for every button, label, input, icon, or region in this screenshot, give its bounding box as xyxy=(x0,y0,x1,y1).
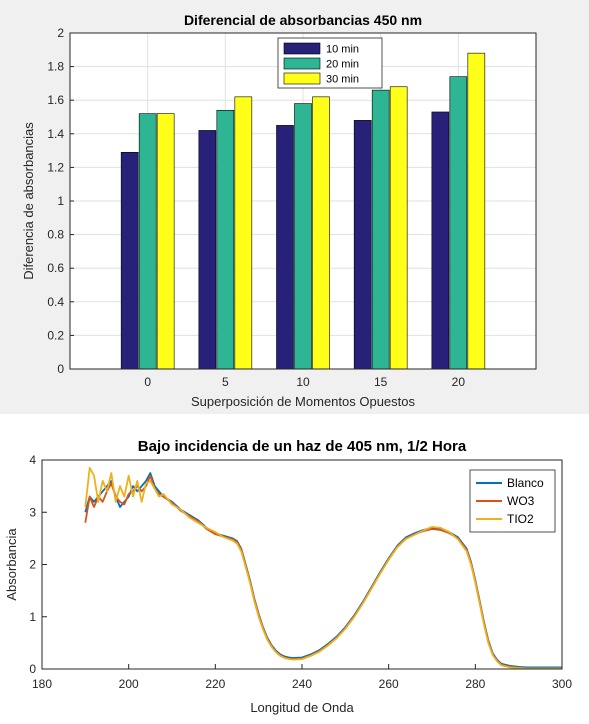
legend-swatch xyxy=(283,57,321,70)
y-tick-label: 1 xyxy=(29,610,36,624)
y-tick-label: 4 xyxy=(29,453,36,467)
x-tick-label: 280 xyxy=(465,677,485,691)
y-tick-label: 0.2 xyxy=(47,328,64,342)
x-axis-label: Superposición de Momentos Opuestos xyxy=(191,394,416,409)
bar xyxy=(431,111,450,370)
y-tick-label: 0.6 xyxy=(47,261,64,275)
legend-entry: TIO2 xyxy=(507,512,534,526)
bar xyxy=(371,89,390,370)
line-chart: 0 1 2 3 4 180 200 220 240 260 280 300 Bajo incidenci… xyxy=(4,438,572,715)
y-tick-label: 0.8 xyxy=(47,228,64,242)
series-line-tio2 xyxy=(84,466,562,670)
x-tick-label: 5 xyxy=(222,375,229,389)
legend: Blanco WO3 TIO2 xyxy=(469,469,556,533)
plot-border xyxy=(41,459,563,670)
bar xyxy=(449,76,468,370)
y-tick-label: 1.2 xyxy=(47,160,64,174)
y-tick-label: 1.6 xyxy=(47,93,64,107)
y-tick-label: 2 xyxy=(57,26,64,40)
legend: 10 min 20 min 30 min xyxy=(277,37,383,89)
bar xyxy=(138,113,157,370)
bar xyxy=(467,52,486,370)
x-tick-label: 10 xyxy=(296,375,310,389)
chart-title: Diferencial de absorbancias 450 nm xyxy=(184,12,422,28)
x-tick-label: 220 xyxy=(205,677,225,691)
legend-entry: 20 min xyxy=(326,59,359,71)
legend-swatch xyxy=(283,72,321,85)
x-tick-label: 20 xyxy=(452,375,466,389)
y-tick-label: 0 xyxy=(29,662,36,676)
y-tick-label: 1.8 xyxy=(47,60,64,74)
bar xyxy=(276,125,294,370)
bar xyxy=(353,120,372,370)
y-tick-label: 2 xyxy=(29,558,36,572)
legend-swatch xyxy=(283,42,321,55)
bar xyxy=(294,103,312,370)
x-tick-label: 180 xyxy=(32,677,52,691)
x-tick-label: 300 xyxy=(552,677,572,691)
bar xyxy=(312,96,330,370)
x-tick-label: 0 xyxy=(144,375,151,389)
y-axis-label: Absorbancia xyxy=(4,528,19,601)
x-axis-label: Longitud de Onda xyxy=(250,700,354,715)
bar xyxy=(234,96,253,370)
y-tick-label: 1.4 xyxy=(47,127,64,141)
x-tick-label: 200 xyxy=(119,677,139,691)
y-tick-label: 0.4 xyxy=(47,295,64,309)
bar xyxy=(389,86,408,370)
line-chart-panel: 0 1 2 3 4 180 200 220 240 260 280 300 Bajo incidenci… xyxy=(0,430,589,720)
x-tick-label: 260 xyxy=(379,677,399,691)
legend-entry: 30 min xyxy=(326,74,359,86)
bar xyxy=(198,130,217,370)
legend-entry: WO3 xyxy=(507,494,535,508)
bar xyxy=(156,113,175,370)
y-axis-label: Diferencia de absorbancias xyxy=(21,122,36,280)
x-tick-label: 240 xyxy=(292,677,312,691)
y-tick-label: 1 xyxy=(57,194,64,208)
bar-chart-panel: 0 0.2 0.4 0.6 0.8 1 1.2 1.4 1.6 1.8 2 0 5 10 15 20 Difer… xyxy=(0,0,589,414)
legend-entry: Blanco xyxy=(507,476,544,490)
x-tick-label: 15 xyxy=(374,375,388,389)
legend-entry: 10 min xyxy=(326,44,359,56)
bar-chart: 00.20.40.60.811.21.41.61.820 5 10 15 20Difer… xyxy=(21,12,537,409)
y-tick-label: 0 xyxy=(57,362,64,376)
plot-border xyxy=(69,32,537,370)
chart-title: Bajo incidencia de un haz de 405 nm, 1/2… xyxy=(138,438,467,455)
bar xyxy=(216,109,235,370)
bar xyxy=(120,151,139,370)
y-tick-label: 3 xyxy=(29,505,36,519)
